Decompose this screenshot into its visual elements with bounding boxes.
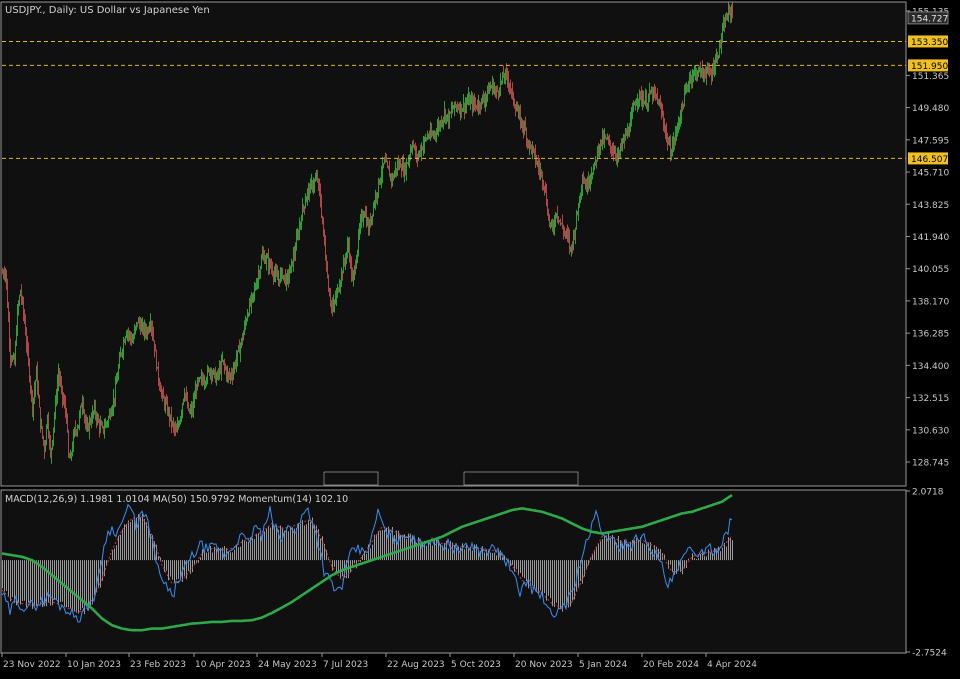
time-tick-label: 4 Apr 2024 bbox=[707, 660, 757, 670]
time-tick-label: 7 Jul 2023 bbox=[323, 660, 368, 670]
price-tick-label: 149.480 bbox=[912, 104, 949, 114]
price-tick-label: 128.745 bbox=[912, 459, 949, 469]
time-marker-1[interactable] bbox=[323, 471, 379, 486]
indicator-pane[interactable] bbox=[0, 489, 907, 654]
time-tick-label: 22 Aug 2023 bbox=[387, 660, 445, 670]
indicator-title: MACD(12,26,9) 1.1981 1.0104 MA(50) 150.9… bbox=[5, 494, 348, 505]
price-tick-label: 151.365 bbox=[912, 72, 949, 82]
macd-signal-line bbox=[1, 516, 733, 613]
price-level-label: 153.350 bbox=[911, 38, 948, 48]
time-tick-label: 10 Apr 2023 bbox=[195, 660, 251, 670]
price-level-label: 151.950 bbox=[911, 62, 948, 72]
price-levels: 153.350 151.950 146.507 bbox=[2, 35, 948, 165]
price-tick-label: 132.515 bbox=[912, 394, 949, 404]
price-level-box bbox=[908, 59, 948, 72]
price-axis: 155.135151.365149.480147.595145.710143.8… bbox=[906, 7, 949, 469]
indicator-tick-label: 2.0718 bbox=[912, 488, 944, 498]
current-price-label: 154.727 bbox=[911, 14, 948, 24]
time-tick-label: 20 Nov 2023 bbox=[515, 660, 573, 670]
price-tick-label: 130.630 bbox=[912, 426, 949, 436]
time-tick-label: 5 Oct 2023 bbox=[451, 660, 501, 670]
price-pane[interactable] bbox=[0, 1, 907, 487]
price-tick-label: 134.400 bbox=[912, 362, 949, 372]
indicator-layer bbox=[1, 494, 733, 632]
indicator-tick-label: -2.7524 bbox=[912, 649, 947, 659]
price-tick-label: 145.710 bbox=[912, 169, 949, 179]
price-level-label: 146.507 bbox=[911, 155, 948, 165]
price-tick-label: 141.940 bbox=[912, 233, 949, 243]
time-axis: 23 Nov 2022 10 Jan 2023 23 Feb 2023 10 Apr … bbox=[1, 653, 757, 670]
ma50-line bbox=[1, 494, 733, 632]
chart-shift-markers[interactable] bbox=[323, 471, 579, 486]
price-tick-label: 136.285 bbox=[912, 330, 949, 340]
time-tick-label: 10 Jan 2023 bbox=[67, 660, 121, 670]
time-tick-label: 24 May 2023 bbox=[258, 660, 317, 670]
price-tick-label: 140.055 bbox=[912, 265, 949, 275]
price-level-box bbox=[908, 35, 948, 48]
price-level-box bbox=[908, 152, 948, 165]
time-tick-label: 23 Nov 2022 bbox=[3, 660, 61, 670]
time-tick-label: 20 Feb 2024 bbox=[643, 660, 699, 670]
price-tick-label: 138.170 bbox=[912, 297, 949, 307]
price-layer bbox=[2, 2, 733, 464]
time-tick-label: 5 Jan 2024 bbox=[579, 660, 627, 670]
time-marker-2[interactable] bbox=[463, 471, 579, 486]
momentum-line bbox=[1, 503, 733, 623]
time-tick-label: 23 Feb 2023 bbox=[130, 660, 186, 670]
chart-title: USDJPY., Daily: US Dollar vs Japanese Ye… bbox=[5, 5, 210, 16]
price-tick-label: 143.825 bbox=[912, 201, 949, 211]
current-price-box bbox=[907, 11, 949, 25]
indicator-axis: 2.0718 -2.7524 bbox=[906, 488, 947, 659]
price-tick-label: 147.595 bbox=[912, 136, 949, 146]
